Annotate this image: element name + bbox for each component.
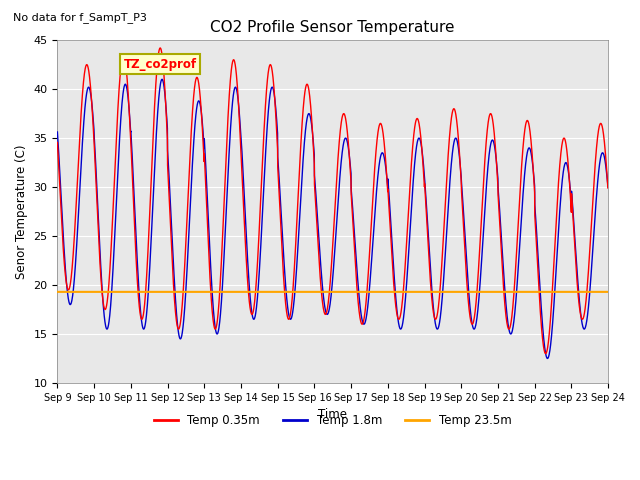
Y-axis label: Senor Temperature (C): Senor Temperature (C)	[15, 144, 28, 279]
Text: TZ_co2prof: TZ_co2prof	[124, 58, 196, 71]
X-axis label: Time: Time	[318, 408, 348, 421]
Title: CO2 Profile Sensor Temperature: CO2 Profile Sensor Temperature	[211, 20, 455, 35]
Legend: Temp 0.35m, Temp 1.8m, Temp 23.5m: Temp 0.35m, Temp 1.8m, Temp 23.5m	[150, 409, 516, 432]
Text: No data for f_SampT_P3: No data for f_SampT_P3	[13, 12, 147, 23]
